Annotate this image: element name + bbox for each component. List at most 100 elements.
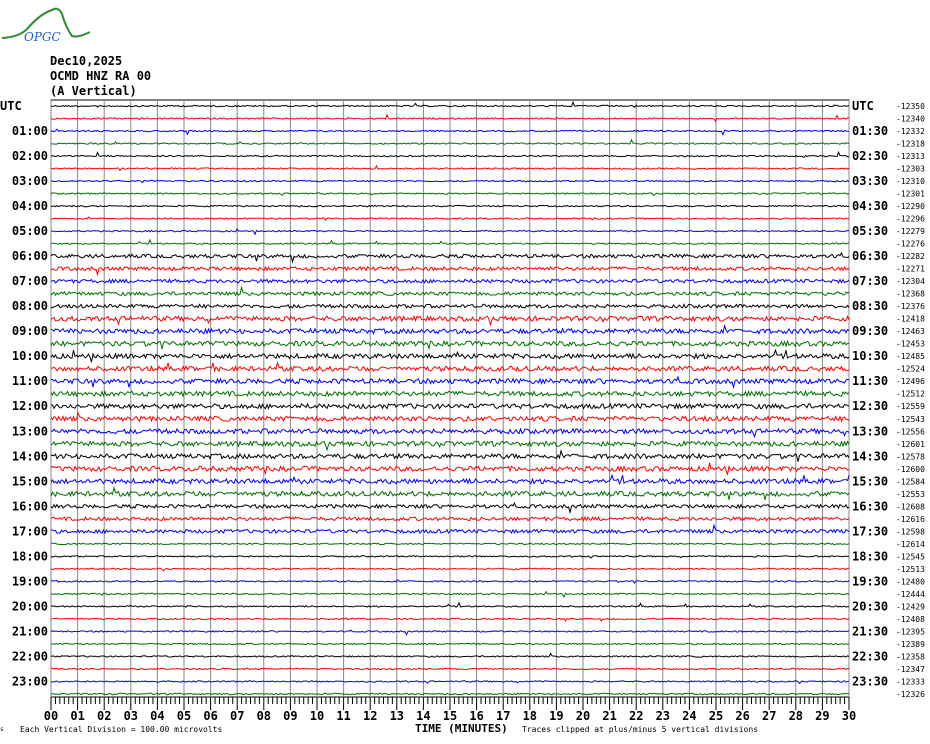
trace-line: [50, 179, 850, 184]
trace-offset-label: -12310: [896, 177, 925, 186]
trace-offset-label: -12578: [896, 452, 925, 461]
trace-offset-label: -12282: [896, 252, 925, 261]
left-time-label: 04:00: [12, 199, 48, 213]
trace-offset-label: -12376: [896, 302, 925, 311]
trace-offset-label: -12301: [896, 190, 925, 199]
x-tick-label: 07: [230, 709, 244, 723]
trace-line: [50, 238, 850, 245]
trace-offset-label: -12600: [896, 465, 925, 474]
trace-line: [50, 692, 849, 696]
right-time-label: 09:30: [852, 324, 888, 338]
x-tick-label: 08: [257, 709, 271, 723]
right-time-label: 18:30: [852, 549, 888, 563]
trace-offset-label: -12453: [896, 340, 925, 349]
station-label: OCMD HNZ RA 00: [50, 69, 152, 83]
component-label: (A Vertical): [50, 84, 137, 98]
clip-note: Traces clipped at plus/minus 5 vertical …: [522, 725, 759, 734]
x-tick-label: 01: [70, 709, 84, 723]
trace-line: [50, 164, 850, 172]
trace-offset-label: -12368: [896, 290, 925, 299]
trace-offset-label: -12304: [896, 277, 925, 286]
trace-line: [50, 680, 850, 685]
left-time-label: 12:00: [12, 399, 48, 413]
right-time-label: 07:30: [852, 274, 888, 288]
trace-offset-label: -12340: [896, 115, 925, 124]
right-time-label: 13:30: [852, 424, 888, 438]
trace-offset-label: -12584: [896, 477, 925, 486]
trace-line: [50, 113, 850, 123]
right-time-label: 17:30: [852, 524, 888, 538]
right-time-label: 06:30: [852, 249, 888, 263]
x-tick-label: 14: [416, 709, 430, 723]
trace-offset-label: -12556: [896, 427, 925, 436]
left-time-label: 02:00: [12, 149, 48, 163]
trace-offset-label: -12358: [896, 652, 925, 661]
trace-offset-label: -12333: [896, 677, 925, 686]
left-time-label: 18:00: [12, 549, 48, 563]
trace-line: [50, 150, 849, 159]
x-tick-label: 24: [682, 709, 696, 723]
left-time-label: UTC: [0, 99, 22, 113]
left-time-label: 07:00: [12, 274, 48, 288]
right-time-label: 19:30: [852, 574, 888, 588]
x-tick-label: 11: [336, 709, 350, 723]
right-time-label: 16:30: [852, 499, 888, 513]
trace-line: [50, 515, 850, 522]
trace-line: [50, 389, 850, 398]
right-time-label: 03:30: [852, 174, 888, 188]
left-time-label: 23:00: [12, 674, 48, 688]
trace-line: [50, 138, 850, 145]
right-time-label: 14:30: [852, 449, 888, 463]
right-time-label: 22:30: [852, 649, 888, 663]
x-tick-label: 16: [469, 709, 483, 723]
trace-offset-label: -12318: [896, 140, 925, 149]
x-tick-label: 26: [735, 709, 749, 723]
trace-offset-label: -12389: [896, 640, 925, 649]
x-tick-label: 30: [842, 709, 856, 723]
x-tick-label: 19: [549, 709, 563, 723]
trace-offset-label: -12598: [896, 527, 925, 536]
trace-line: [50, 402, 850, 410]
trace-offset-label: -12408: [896, 615, 925, 624]
trace-offset-label: -12616: [896, 515, 925, 524]
trace-line: [50, 501, 850, 515]
right-time-label: 05:30: [852, 224, 888, 238]
right-time-label: 12:30: [852, 399, 888, 413]
left-time-label: 17:00: [12, 524, 48, 538]
left-time-label: 01:00: [12, 124, 48, 138]
trace-line: [50, 360, 850, 373]
trace-line: [50, 523, 850, 535]
trace-line: [50, 375, 850, 390]
trace-line: [50, 617, 850, 622]
trace-offset-label: -12276: [896, 240, 925, 249]
trace-offset-label: -12444: [896, 590, 925, 599]
trace-line: [50, 128, 850, 137]
trace-line: [50, 303, 850, 309]
left-time-label: 15:00: [12, 474, 48, 488]
trace-offset-label: -12271: [896, 265, 925, 274]
x-tick-label: 04: [150, 709, 164, 723]
x-tick-label: 18: [523, 709, 537, 723]
left-time-label: 16:00: [12, 499, 48, 513]
trace-offset-label: -12496: [896, 377, 925, 386]
trace-offset-label: -12512: [896, 390, 925, 399]
trace-offset-label: -12608: [896, 502, 925, 511]
x-tick-label: 28: [789, 709, 803, 723]
x-tick-label: 29: [815, 709, 829, 723]
trace-offset-label: -12601: [896, 440, 925, 449]
x-tick-label: 09: [283, 709, 297, 723]
trace-line: [50, 427, 850, 439]
trace-line: [50, 314, 850, 327]
x-tick-label: 15: [443, 709, 457, 723]
trace-offset-label: -12513: [896, 565, 925, 574]
x-tick-label: 17: [496, 709, 510, 723]
trace-line: [50, 652, 850, 658]
trace-offset-label: -12350: [896, 102, 925, 111]
logo-text: OPGC: [24, 30, 61, 44]
trace-offset-label: -12524: [896, 365, 925, 374]
trace-line: [50, 473, 850, 485]
trace-line: [50, 192, 850, 197]
trace-line: [50, 251, 850, 264]
x-tick-label: 27: [762, 709, 776, 723]
right-time-label: 21:30: [852, 624, 888, 638]
